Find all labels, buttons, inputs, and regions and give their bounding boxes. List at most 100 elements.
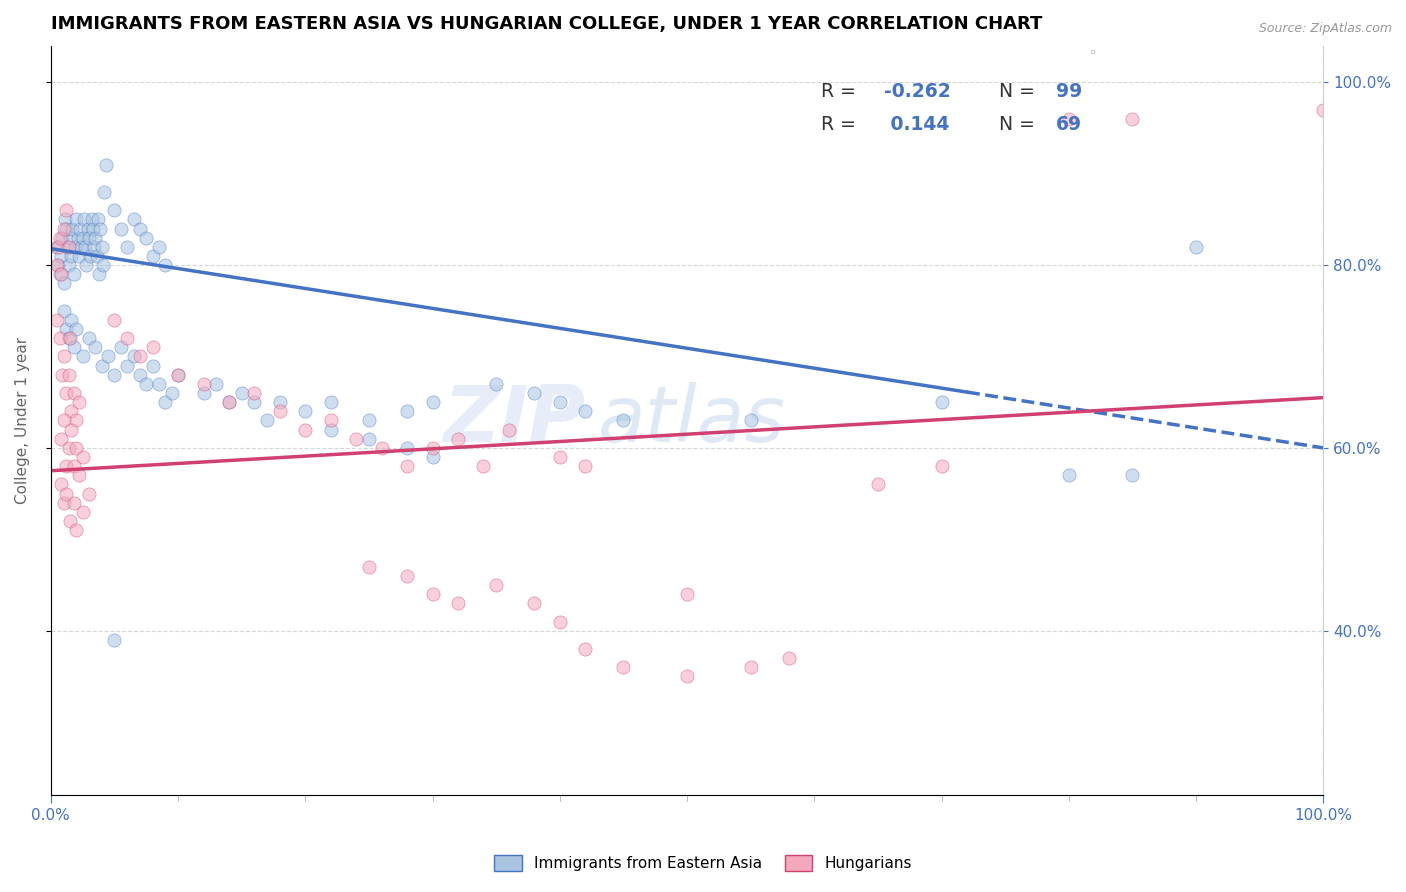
Point	[103, 203, 125, 218]
Point	[319, 395, 342, 409]
Text: -0.262: -0.262	[884, 82, 950, 101]
Point	[115, 359, 138, 373]
Point	[122, 212, 145, 227]
Point	[110, 221, 132, 235]
Point	[46, 240, 69, 254]
Point	[243, 395, 266, 409]
Point	[269, 404, 291, 418]
Point	[1185, 240, 1208, 254]
Point	[269, 395, 291, 409]
Point	[1312, 103, 1334, 117]
Point	[62, 340, 84, 354]
Point	[53, 212, 76, 227]
Point	[80, 212, 103, 227]
Text: 69: 69	[1056, 115, 1083, 134]
Point	[167, 368, 190, 382]
Point	[58, 368, 80, 382]
Point	[866, 477, 889, 491]
Point	[59, 230, 82, 244]
Text: R =: R =	[821, 115, 855, 134]
Point	[52, 350, 75, 364]
Point	[294, 423, 316, 437]
Point	[931, 459, 953, 474]
Point	[48, 258, 70, 272]
Point	[447, 432, 470, 446]
Point	[65, 413, 87, 427]
Point	[218, 395, 240, 409]
Point	[344, 432, 367, 446]
Point	[90, 240, 112, 254]
Point	[67, 468, 90, 483]
Point	[740, 413, 762, 427]
Point	[129, 350, 152, 364]
Point	[75, 240, 97, 254]
Point	[70, 240, 93, 254]
Point	[77, 331, 100, 345]
Point	[58, 240, 80, 254]
Point	[67, 395, 90, 409]
Point	[84, 230, 107, 244]
Point	[79, 249, 101, 263]
Point	[1121, 468, 1143, 483]
Legend: Immigrants from Eastern Asia, Hungarians: Immigrants from Eastern Asia, Hungarians	[488, 849, 918, 877]
Point	[103, 313, 125, 327]
Point	[48, 331, 70, 345]
Point	[52, 221, 75, 235]
Point	[110, 340, 132, 354]
Point	[59, 514, 82, 528]
Point	[357, 432, 380, 446]
Point	[82, 221, 104, 235]
Point	[91, 258, 114, 272]
Point	[55, 486, 77, 500]
Point	[65, 322, 87, 336]
Point	[523, 386, 546, 401]
Point	[135, 230, 157, 244]
Point	[160, 386, 183, 401]
Point	[72, 450, 94, 464]
Point	[548, 615, 571, 629]
Point	[574, 642, 596, 657]
Text: Source: ZipAtlas.com: Source: ZipAtlas.com	[1258, 22, 1392, 36]
Point	[60, 404, 83, 418]
Point	[55, 459, 77, 474]
Point	[62, 459, 84, 474]
Text: 0.144: 0.144	[884, 115, 949, 134]
Point	[676, 669, 699, 683]
Point	[60, 423, 83, 437]
Point	[55, 386, 77, 401]
Point	[51, 368, 73, 382]
Point	[396, 569, 419, 583]
Point	[77, 486, 100, 500]
Point	[122, 350, 145, 364]
Point	[52, 303, 75, 318]
Point	[193, 376, 215, 391]
Point	[319, 423, 342, 437]
Point	[231, 386, 253, 401]
Point	[51, 230, 73, 244]
Point	[256, 413, 278, 427]
Point	[62, 221, 84, 235]
Point	[62, 386, 84, 401]
Point	[612, 413, 634, 427]
Point	[148, 376, 170, 391]
Point	[55, 322, 77, 336]
Point	[46, 806, 69, 821]
Point	[84, 340, 107, 354]
Point	[142, 359, 165, 373]
Point	[115, 331, 138, 345]
Point	[49, 249, 72, 263]
Point	[357, 413, 380, 427]
Point	[498, 423, 520, 437]
Point	[396, 459, 419, 474]
Point	[103, 632, 125, 647]
Text: R =: R =	[821, 82, 855, 101]
Point	[83, 240, 105, 254]
Point	[72, 230, 94, 244]
Point	[86, 249, 108, 263]
Point	[357, 559, 380, 574]
Point	[59, 331, 82, 345]
Point	[135, 376, 157, 391]
Point	[103, 368, 125, 382]
Point	[63, 240, 86, 254]
Point	[396, 404, 419, 418]
